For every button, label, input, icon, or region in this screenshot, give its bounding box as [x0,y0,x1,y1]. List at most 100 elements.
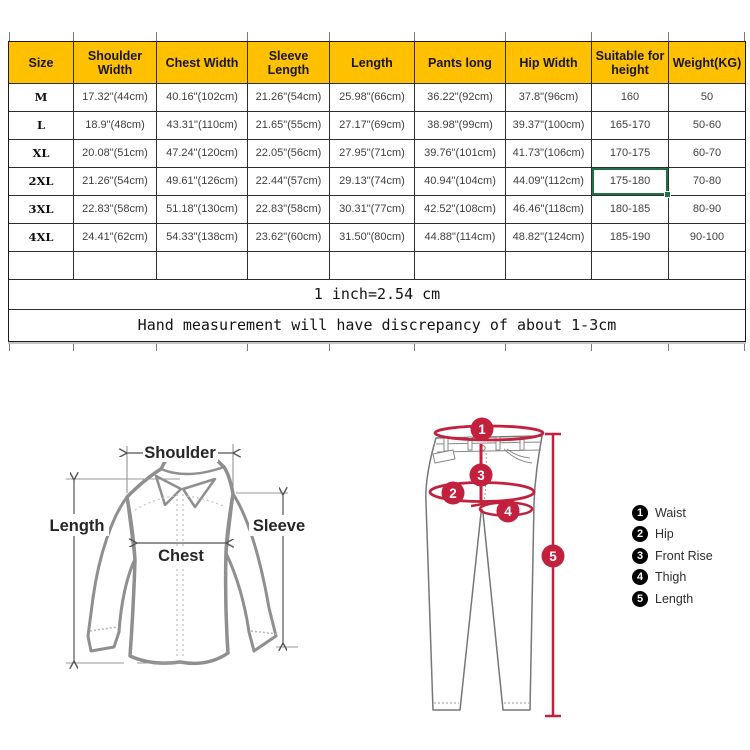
marker-num-1: 1 [478,422,486,437]
shoulder-label-bg [143,441,218,462]
table-cell: 40.94"(104cm) [415,168,506,196]
legend-badge-3: 3 [632,547,648,564]
table-cell: 39.37"(100cm) [506,112,592,140]
size-cell: 2XL [9,168,74,196]
table-cell: 36.22"(92cm) [415,84,506,112]
table-cell: 54.33"(138cm) [157,224,248,252]
shirt-diagram: Shoulder Length Chest Sleeve [44,441,310,663]
shirt-left-sleeve [86,495,137,653]
gridline-stub [415,32,506,41]
empty-cell [248,252,330,280]
pants-diagram: 1 2 3 4 5 [425,417,565,718]
empty-cell [9,252,74,280]
belt-loop [443,437,449,452]
table-cell: 18.9"(48cm) [74,112,157,140]
table-cell: 90-100 [669,224,745,252]
column-header: Sleeve Length [248,42,330,84]
table-cell: 22.44"(57cm) [248,168,330,196]
gridline-stub [157,32,248,41]
shirt-chest-label: Chest [158,547,204,565]
right-pocket [503,448,533,464]
column-header: Chest Width [157,42,248,84]
gridline-stubs-bottom [9,342,745,351]
marker-circle-3 [469,463,493,487]
marker-circle-5 [541,544,565,568]
legend-label-waist: Waist [655,505,686,520]
table-cell: 21.26"(54cm) [74,168,157,196]
gridline-stub [9,342,74,351]
crotch-mark [470,501,490,508]
gridline-stubs-top [9,32,745,41]
table-cell: 44.88"(114cm) [415,224,506,252]
table-cell: 40.16"(102cm) [157,84,248,112]
size-cell: L [9,112,74,140]
cuff-stitches [89,626,278,635]
table-cell: 47.24"(120cm) [157,140,248,168]
marker-num-2: 2 [449,486,457,501]
legend-label-hip: Hip [655,527,674,541]
table-cell: 51.18"(130cm) [157,196,248,224]
empty-cell [74,252,157,280]
belt-loop [495,436,501,451]
column-header: Pants long [415,42,506,84]
table-cell: 42.52"(108cm) [415,196,506,224]
belt-loop [519,436,525,451]
table-cell: 38.98"(99cm) [415,112,506,140]
pants-marker-badges: 1 2 3 4 5 [441,417,565,568]
legend-label-length: Length [655,591,694,606]
gridline-stub [415,342,506,351]
table-cell: 185-190 [592,224,669,252]
length-label-bg [44,514,109,536]
table-cell: 21.26"(54cm) [248,84,330,112]
sleeve-label-bg [249,515,310,536]
table-cell: 48.82"(124cm) [506,224,592,252]
shirt-right-sleeve [224,492,278,653]
column-header: Length [330,42,415,84]
empty-cell [330,252,415,280]
marker-circle-1 [470,417,494,441]
legend-badge-5: 5 [632,590,648,607]
gridline-stub [248,32,330,41]
table-cell: 22.83"(58cm) [74,196,157,224]
legend-badge-1: 1 [632,504,648,521]
length-line [545,432,561,718]
table-cell: 41.73"(106cm) [506,140,592,168]
column-header: Shoulder Width [74,42,157,84]
shirt-sleeve-label: Sleeve [253,517,305,535]
size-chart-table: Size Shoulder Width Chest Width Sleeve Leng… [8,41,746,342]
legend-badge-4: 4 [632,569,648,585]
collar-band [160,465,225,476]
legend-item-length: 5 Length [632,590,693,607]
pants-annotations [428,424,561,718]
size-cell: XL [9,140,74,168]
table-cell: 22.05"(56cm) [248,140,330,168]
size-cell: 3XL [9,196,74,224]
table-cell: 27.17"(69cm) [330,112,415,140]
table-cell: 25.98"(66cm) [330,84,415,112]
legend-label-thigh: Thigh [655,570,687,584]
gridline-stub [592,32,669,41]
table-cell: 30.31"(77cm) [330,196,415,224]
marker-circle-2 [441,481,465,505]
gridline-stub [248,342,330,351]
table-cell: 160 [592,84,669,112]
marker-num-5: 5 [549,549,557,564]
legend-item-thigh: 4 Thigh [632,569,686,586]
table-cell: 60-70 [669,140,745,168]
table-cell: 165-170 [592,112,669,140]
marker-num-4: 4 [504,504,512,519]
table-cell: 22.83"(58cm) [248,196,330,224]
left-pocket [432,449,456,464]
table-cell: 27.95"(71cm) [330,140,415,168]
gridline-stub [74,342,157,351]
collar-flap-right [181,477,217,509]
legend-item-hip: 2 Hip [632,526,674,543]
size-cell: M [9,84,74,112]
yoke-stitches [134,495,226,511]
table-cell: 31.50"(80cm) [330,224,415,252]
empty-cell [415,252,506,280]
empty-cell [592,252,669,280]
table-cell: 80-90 [669,196,745,224]
marker-circle-4 [496,499,520,523]
